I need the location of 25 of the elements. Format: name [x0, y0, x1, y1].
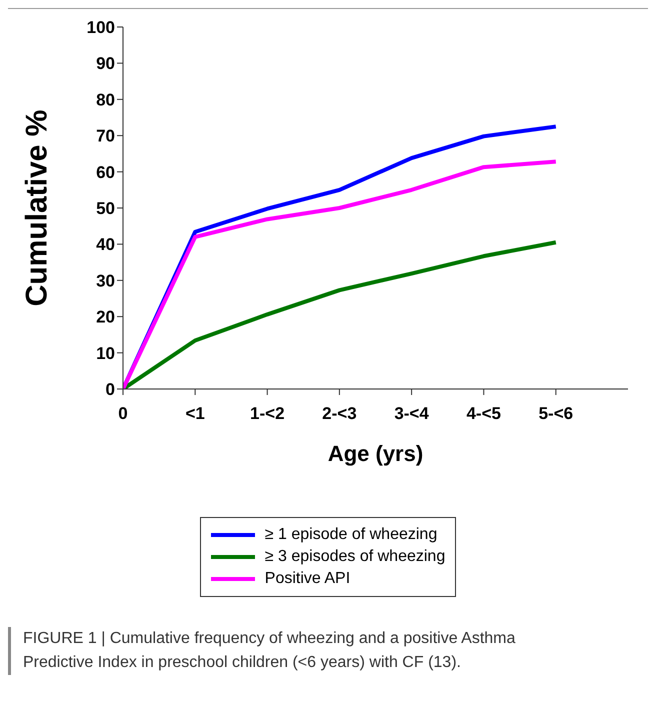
- y-tick-label: 50: [96, 199, 115, 218]
- x-tick-label: 0: [118, 404, 128, 424]
- x-tick-label: 2-<3: [322, 404, 357, 424]
- x-axis-title: Age (yrs): [328, 441, 424, 466]
- y-tick-label: 30: [96, 271, 115, 290]
- x-tick-label: 3-<4: [394, 404, 430, 424]
- x-tick-label: 1-<2: [250, 404, 285, 424]
- legend-label: ≥ 1 episode of wheezing: [264, 526, 438, 544]
- y-tick-label: 20: [96, 308, 115, 327]
- y-tick-label: 90: [96, 54, 115, 74]
- y-tick-label: 0: [106, 380, 115, 400]
- x-tick-label: <1: [185, 404, 205, 424]
- line-series: [123, 240, 558, 389]
- y-tick-label: 60: [96, 162, 115, 182]
- x-tick-label: 5-<6: [538, 404, 574, 424]
- legend-label: ≥ 3 episodes of wheezing: [264, 548, 446, 566]
- y-tick-label: 40: [96, 235, 115, 254]
- y-tick-label: 70: [96, 126, 115, 146]
- x-tick-label: 4-<5: [466, 404, 501, 424]
- y-tick-label: 100: [86, 18, 115, 38]
- y-tick-label: 10: [96, 344, 115, 363]
- caption: FIGURE 1 | Cumulative frequency of wheezing and a positive Asthma Predictive Index in preschool children (<6 years) with CF (13).: [8, 627, 583, 675]
- y-tick-label: 80: [96, 90, 115, 110]
- y-axis-title: Cumulative %: [20, 110, 54, 306]
- legend-label: Positive API: [264, 570, 350, 588]
